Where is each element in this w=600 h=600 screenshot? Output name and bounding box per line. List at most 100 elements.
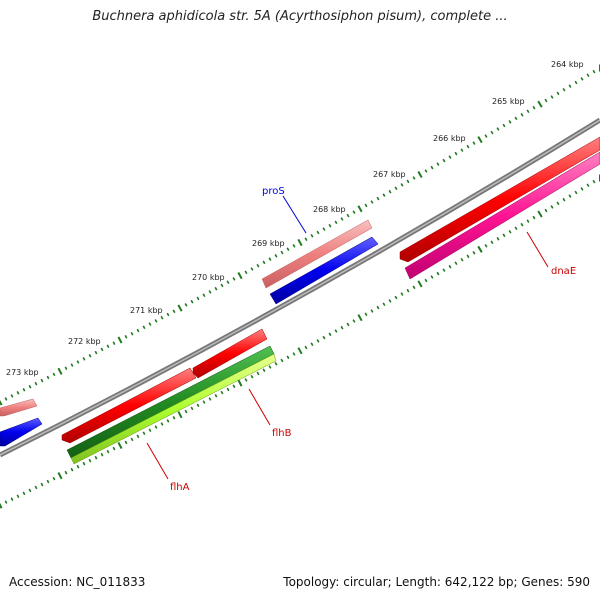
inner-scale-tick — [262, 368, 266, 372]
outer-scale-tick — [16, 391, 20, 395]
outer-scale-tick — [184, 303, 188, 307]
inner-scale-tick — [574, 190, 578, 195]
outer-scale-tick — [586, 73, 590, 78]
inner-scale-tick — [100, 452, 104, 457]
dnae-leader-line — [526, 231, 549, 268]
inner-scale-tick — [382, 302, 386, 307]
gene-green[interactable] — [66, 345, 275, 459]
outer-scale-tick — [94, 350, 98, 355]
outer-scale-tick — [0, 399, 3, 406]
gene-magenta[interactable] — [404, 151, 600, 280]
gene-lightgreen[interactable] — [70, 353, 277, 465]
outer-scale-tick — [268, 257, 272, 261]
topology-text: Topology: circular; Length: 642,122 bp; … — [283, 575, 590, 589]
inner-scale-tick — [532, 215, 536, 220]
outer-scale-tick — [250, 267, 254, 271]
outer-scale-tick — [508, 120, 512, 124]
inner-scale-tick — [297, 347, 303, 355]
pros-leader-line — [282, 195, 307, 234]
tick-label-265: 265 kbp — [492, 97, 525, 106]
inner-scale-tick — [388, 299, 392, 303]
inner-scale-tick — [304, 345, 308, 350]
inner-scale-tick — [406, 288, 410, 293]
inner-scale-tick — [556, 201, 560, 206]
outer-scale-tick — [262, 260, 266, 265]
gene-pros[interactable] — [269, 236, 379, 305]
tick-label-267: 267 kbp — [373, 170, 406, 179]
outer-scale-tick — [490, 130, 494, 135]
map-title: Buchnera aphidicola str. 5A (Acyrthosiph… — [92, 9, 508, 24]
inner-scale-tick — [448, 264, 452, 269]
gene-label-flha[interactable]: flhA — [170, 482, 190, 493]
inner-scale-tick — [580, 187, 584, 191]
gene-flha[interactable] — [61, 367, 197, 444]
inner-scale-tick — [280, 358, 284, 363]
outer-scale-tick — [550, 95, 554, 99]
inner-scale-tick — [154, 425, 158, 429]
outer-scale-tick — [328, 223, 332, 228]
inner-scale-tick — [376, 305, 380, 310]
inner-scale-tick — [10, 497, 14, 501]
accession-text: Accession: NC_011833 — [9, 575, 146, 589]
outer-scale-tick — [297, 238, 303, 247]
inner-scale-tick — [214, 394, 218, 398]
outer-scale-tick — [136, 328, 140, 333]
inner-scale-tick — [190, 406, 194, 411]
gene-flhb[interactable] — [192, 328, 268, 379]
gene-pros-pink[interactable] — [261, 219, 373, 289]
outer-scale-tick — [76, 360, 80, 364]
inner-scale-tick — [412, 285, 416, 290]
inner-scale-tick — [292, 352, 296, 356]
gene-label-pros[interactable]: proS — [262, 186, 285, 197]
outer-scale-tick — [562, 87, 566, 92]
gene-label-dnae[interactable]: dnaE — [551, 266, 576, 277]
outer-scale-tick — [286, 247, 290, 251]
inner-scale-tick — [184, 409, 188, 414]
inner-scale-tick — [160, 422, 164, 426]
outer-scale-tick — [484, 134, 488, 138]
inner-scale-tick — [442, 268, 446, 272]
outer-scale-tick — [82, 357, 86, 361]
inner-scale-tick — [46, 479, 50, 484]
inner-scale-tick — [57, 472, 63, 480]
outer-scale-tick — [417, 171, 423, 178]
gene-label-flhb[interactable]: flhB — [272, 428, 292, 439]
outer-scale-tick — [46, 375, 50, 380]
inner-scale-tick — [130, 437, 134, 442]
scale-labels: 264 kbp 265 kbp 266 kbp 267 kbp 268 kbp … — [6, 60, 584, 377]
inner-scale-tick — [202, 400, 206, 404]
outer-scale-tick — [477, 136, 483, 144]
inner-scale-tick — [88, 458, 92, 463]
inner-scale-tick — [502, 233, 506, 238]
inner-scale-tick — [286, 355, 290, 360]
inner-scale-tick — [357, 314, 363, 322]
outer-scale-tick — [142, 325, 146, 330]
inner-scale-tick — [424, 278, 428, 283]
inner-scale-tick — [232, 384, 236, 389]
outer-scale-tick — [526, 109, 530, 114]
outer-scale-tick — [34, 381, 38, 386]
inner-scale-ring — [0, 174, 600, 509]
inner-scale-tick — [436, 271, 440, 276]
gene-blue-left[interactable] — [0, 417, 43, 447]
gene-dnae[interactable] — [399, 136, 600, 263]
inner-scale-tick — [430, 275, 434, 279]
outer-scale-tick — [70, 363, 74, 367]
inner-scale-tick — [220, 390, 224, 395]
inner-scale-tick — [4, 500, 8, 504]
outer-scale-tick — [448, 155, 452, 159]
outer-scale-tick — [352, 210, 356, 214]
inner-scale-tick — [28, 488, 32, 493]
tick-label-272: 272 kbp — [68, 337, 101, 346]
inner-scale-tick — [417, 280, 423, 288]
inner-scale-tick — [454, 261, 458, 265]
inner-scale-tick — [477, 245, 483, 253]
inner-scale-tick — [117, 441, 123, 450]
outer-scale-tick — [556, 91, 560, 96]
outer-scale-tick — [537, 100, 543, 108]
gene-pink-left[interactable] — [0, 398, 38, 417]
outer-scale-tick — [580, 77, 584, 81]
outer-scale-tick — [244, 270, 248, 275]
inner-scale-tick — [340, 325, 344, 330]
